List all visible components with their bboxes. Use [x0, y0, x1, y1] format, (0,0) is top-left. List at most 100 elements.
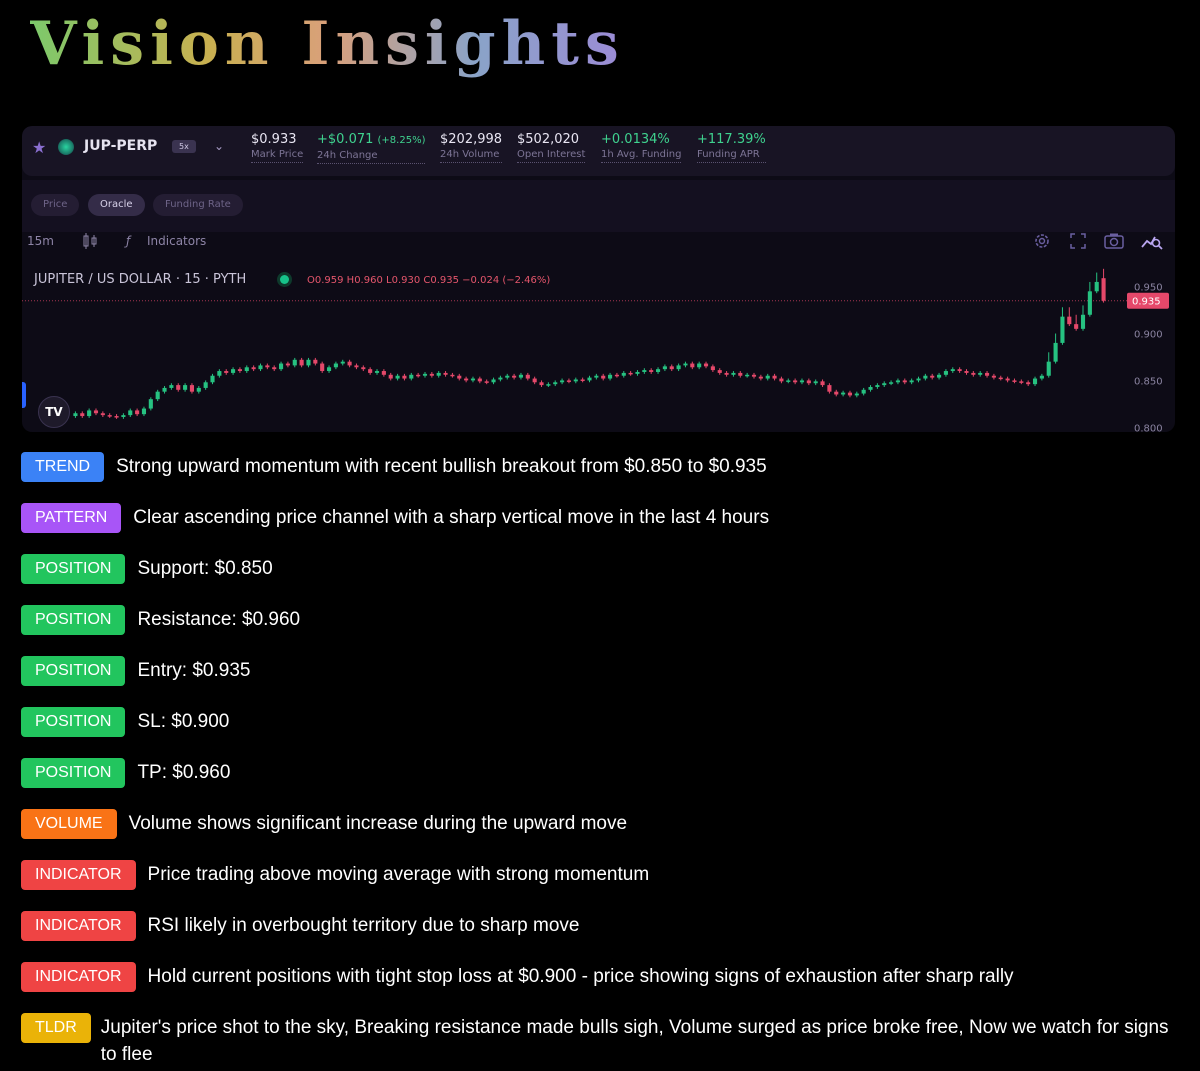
candle-body — [107, 415, 112, 417]
candle-body — [333, 363, 338, 368]
candle-body — [984, 372, 990, 376]
candle-body — [1026, 382, 1031, 385]
candle-body — [313, 359, 318, 364]
y-tick-label: 0.800 — [1134, 423, 1163, 432]
insight-row: POSITION Entry: $0.935 — [21, 656, 250, 686]
candle-body — [560, 380, 565, 383]
candle-body — [340, 361, 345, 364]
settings-gear-icon[interactable] — [1033, 232, 1051, 250]
candle-body — [141, 408, 147, 415]
candle-body — [176, 385, 181, 390]
stat-24h-volume: $202,998 24h Volume — [440, 132, 503, 163]
drawing-panel-toggle[interactable] — [22, 382, 26, 408]
candle-body — [443, 372, 448, 375]
tag-position-badge: POSITION — [21, 554, 126, 584]
candle-body — [93, 410, 99, 414]
stat-avg-funding: +0.0134% 1h Avg. Funding — [601, 132, 682, 163]
candle-body — [553, 382, 558, 385]
candle-body — [1074, 324, 1079, 329]
candle-body — [361, 367, 366, 370]
candle-body — [731, 372, 736, 375]
candle-body — [505, 375, 510, 378]
tab-price[interactable]: Price — [31, 194, 80, 216]
candle-body — [621, 372, 626, 376]
insight-row: POSITION SL: $0.900 — [21, 707, 229, 737]
candle-body — [299, 359, 304, 366]
candle-type-icon[interactable] — [81, 232, 99, 250]
candle-body — [402, 375, 407, 379]
candle-body — [847, 392, 853, 396]
candle-body — [916, 378, 921, 381]
favorite-star-icon[interactable]: ★ — [32, 138, 47, 157]
insight-text: Strong upward momentum with recent bulli… — [116, 456, 767, 477]
candle-body — [717, 370, 722, 373]
candle-body — [484, 381, 489, 383]
candle-body — [189, 385, 195, 392]
candle-body — [971, 372, 976, 375]
chart-legend-title: JUPITER / US DOLLAR · 15 · PYTH — [34, 272, 247, 287]
candle-body — [73, 413, 78, 417]
candle-body — [169, 385, 174, 388]
y-tick-label: 0.900 — [1134, 330, 1163, 341]
ohlc-readout: O0.959 H0.960 L0.930 C0.935 −0.024 (−2.4… — [307, 275, 551, 286]
insight-row: POSITION Resistance: $0.960 — [21, 605, 300, 635]
candle-body — [1005, 378, 1010, 381]
tag-position-badge: POSITION — [21, 707, 126, 737]
candle-body — [710, 366, 715, 371]
tab-oracle[interactable]: Oracle — [88, 194, 145, 216]
candle-body — [512, 375, 517, 378]
indicators-button[interactable]: Indicators — [147, 234, 207, 248]
candlestick-chart[interactable]: 0.950 0.900 0.850 0.800 0.935 — [22, 266, 1175, 432]
tag-volume-badge: VOLUME — [21, 809, 117, 839]
candle-body — [655, 369, 661, 372]
market-symbol[interactable]: JUP-PERP — [84, 138, 158, 154]
insight-text: Resistance: $0.960 — [137, 609, 301, 630]
insight-text: SL: $0.900 — [137, 711, 230, 732]
live-status-dot — [280, 275, 289, 284]
candle-body — [368, 369, 373, 373]
candle-body — [642, 370, 647, 372]
candle-body — [491, 379, 496, 383]
candle-body — [998, 377, 1003, 380]
candle-body — [799, 380, 805, 383]
candle-body — [662, 366, 667, 370]
candle-body — [669, 366, 674, 370]
candle-body — [895, 380, 900, 383]
candle-body — [1039, 375, 1044, 379]
candle-body — [1067, 316, 1072, 325]
chart-search-icon[interactable] — [1141, 232, 1163, 250]
interval-selector[interactable]: 15m — [27, 234, 54, 248]
tradingview-logo-icon[interactable]: TV — [38, 396, 70, 428]
chart-screenshot: ★ JUP-PERP 5x ⌄ $0.933 Mark Price +$0.071… — [22, 126, 1175, 432]
candle-body — [779, 378, 784, 382]
candle-body — [608, 374, 613, 379]
candle-body — [429, 373, 434, 376]
chevron-down-icon[interactable]: ⌄ — [214, 139, 225, 153]
candle-body — [978, 372, 983, 375]
insight-text: TP: $0.960 — [137, 762, 231, 783]
candle-body — [217, 371, 222, 376]
candle-body — [772, 375, 777, 379]
tag-indicator-badge: INDICATOR — [21, 860, 136, 890]
candle-body — [306, 359, 311, 366]
candle-body — [162, 387, 167, 392]
candle-body — [237, 369, 242, 372]
insight-text: Jupiter's price shot to the sky, Breakin… — [100, 1017, 1169, 1065]
camera-icon[interactable] — [1103, 232, 1125, 250]
candle-body — [751, 374, 757, 377]
fullscreen-icon[interactable] — [1069, 232, 1087, 250]
candle-body — [251, 367, 256, 370]
insight-text: RSI likely in overbought territory due t… — [147, 915, 580, 936]
candle-body — [354, 365, 359, 368]
tab-funding-rate[interactable]: Funding Rate — [153, 194, 243, 216]
candle-body — [827, 385, 832, 392]
candle-body — [80, 413, 85, 417]
candle-body — [1101, 278, 1106, 301]
candle-body — [765, 375, 770, 379]
market-header: ★ JUP-PERP 5x ⌄ $0.933 Mark Price +$0.071… — [22, 126, 1175, 176]
insight-row: POSITION TP: $0.960 — [21, 758, 230, 788]
tag-indicator-badge: INDICATOR — [21, 962, 136, 992]
candle-body — [135, 410, 140, 415]
candle-body — [614, 374, 619, 377]
fx-icon[interactable]: ƒ — [126, 234, 131, 248]
